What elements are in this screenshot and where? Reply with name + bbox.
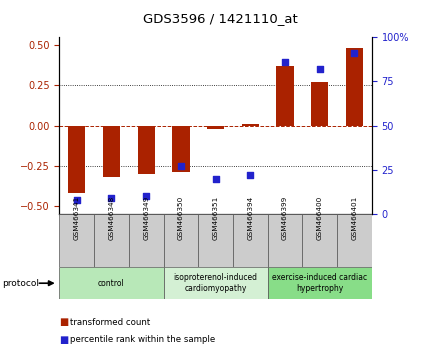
Text: isoproterenol-induced
cardiomyopathy: isoproterenol-induced cardiomyopathy [174, 274, 257, 293]
Text: GSM466348: GSM466348 [109, 195, 114, 240]
Bar [276, 66, 294, 126]
Text: GSM466394: GSM466394 [247, 195, 253, 240]
Text: protocol: protocol [2, 279, 39, 288]
Bar [346, 48, 363, 126]
Bar [137, 126, 155, 174]
Bar [164, 267, 268, 299]
Text: percentile rank within the sample: percentile rank within the sample [70, 335, 215, 344]
Bar [337, 214, 372, 267]
Bar [268, 214, 302, 267]
Text: GSM466401: GSM466401 [352, 195, 357, 240]
Text: GSM466349: GSM466349 [143, 195, 149, 240]
Point [108, 195, 115, 201]
Point [73, 197, 80, 203]
Bar [68, 126, 85, 193]
Point [351, 50, 358, 56]
Point [247, 172, 254, 178]
Point [177, 164, 184, 169]
Bar [129, 214, 164, 267]
Point [316, 66, 323, 72]
Bar [207, 126, 224, 129]
Text: GSM466400: GSM466400 [317, 195, 323, 240]
Text: transformed count: transformed count [70, 318, 150, 327]
Text: ■: ■ [59, 317, 69, 327]
Point [282, 59, 289, 65]
Text: control: control [98, 279, 125, 288]
Bar [302, 214, 337, 267]
Text: exercise-induced cardiac
hypertrophy: exercise-induced cardiac hypertrophy [272, 274, 367, 293]
Text: GSM466399: GSM466399 [282, 195, 288, 240]
Text: ■: ■ [59, 335, 69, 345]
Text: GDS3596 / 1421110_at: GDS3596 / 1421110_at [143, 12, 297, 25]
Point [143, 194, 150, 199]
Bar [233, 214, 268, 267]
Text: GSM466351: GSM466351 [213, 195, 219, 240]
Text: GSM466350: GSM466350 [178, 195, 184, 240]
Bar [103, 126, 120, 177]
Bar [311, 82, 328, 126]
Bar [59, 214, 94, 267]
Text: GSM466341: GSM466341 [74, 195, 80, 240]
Point [212, 176, 219, 182]
Bar [198, 214, 233, 267]
Bar [59, 267, 164, 299]
Bar [172, 126, 190, 172]
Bar [94, 214, 129, 267]
Bar [268, 267, 372, 299]
Bar [164, 214, 198, 267]
Bar [242, 124, 259, 126]
